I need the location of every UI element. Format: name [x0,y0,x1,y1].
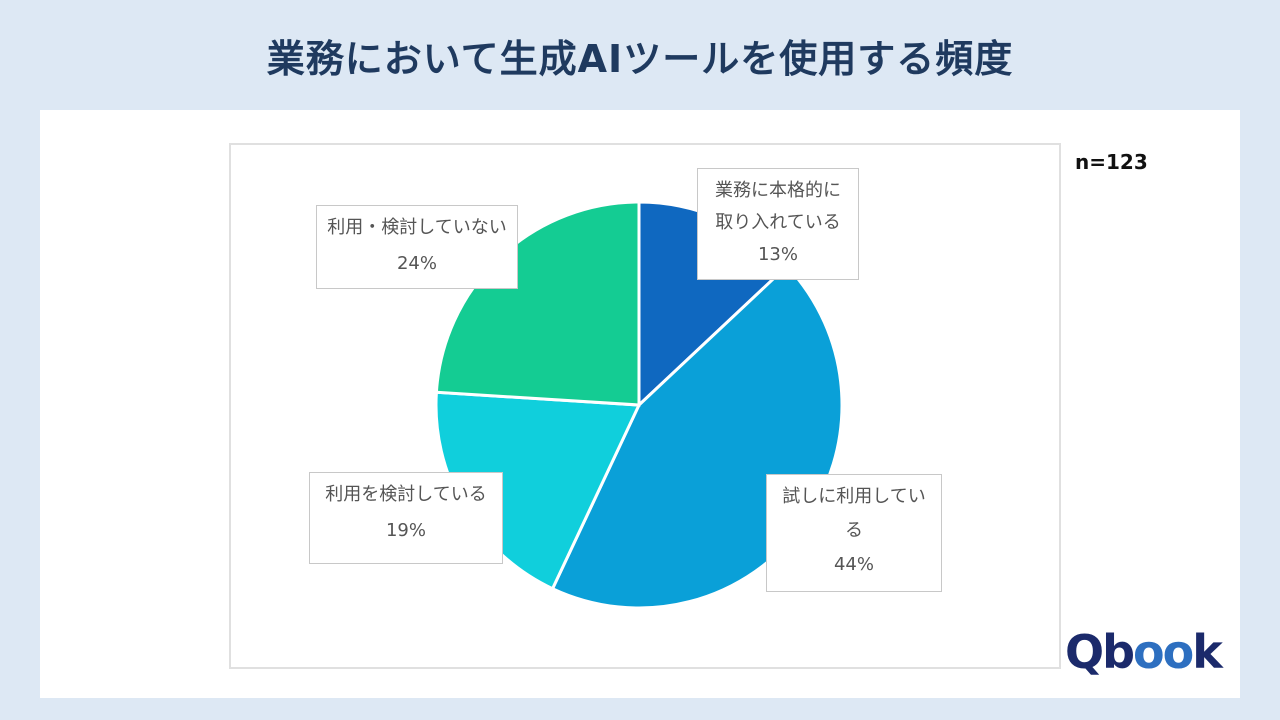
label-text: 試しに利用してい [782,486,926,507]
label-percent: 13% [757,244,798,265]
label-text: 利用を検討している [325,484,487,505]
label-not-using: 利用・検討していない 24% [316,205,518,289]
logo-oo: oo [1133,625,1194,679]
label-considering: 利用を検討している 19% [309,472,503,564]
logo-b: b [1102,625,1135,679]
logo-q: Q [1065,625,1104,679]
label-text: 業務に本格的に [715,180,841,201]
sample-size: n=123 [1075,150,1148,174]
label-text: 利用・検討していない [327,217,507,238]
qbook-logo: Qbook [1065,625,1223,679]
label-percent: 19% [385,520,426,541]
label-full-adoption: 業務に本格的に 取り入れている 13% [697,168,859,280]
chart-panel: 業務に本格的に 取り入れている 13% 利用・検討していない 24% 利用を検討… [40,110,1240,698]
label-text: る [845,520,863,541]
label-text: 取り入れている [715,212,841,233]
logo-k: k [1192,625,1223,679]
pie-chart [434,200,844,610]
label-trial-use: 試しに利用してい る 44% [766,474,942,592]
label-percent: 44% [833,554,874,575]
label-percent: 24% [396,253,437,274]
page-title: 業務において生成AIツールを使用する頻度 [266,37,1014,81]
